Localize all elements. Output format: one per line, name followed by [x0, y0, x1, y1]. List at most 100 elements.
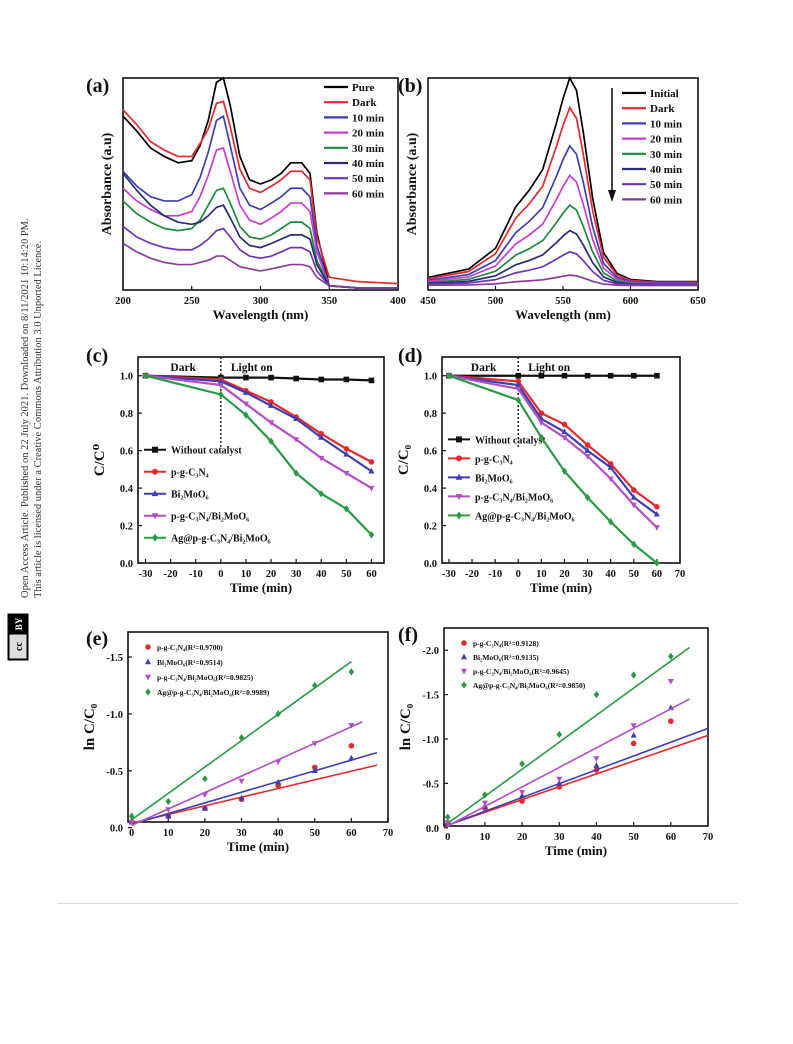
y-tick-label: 0.4: [424, 484, 438, 495]
plot-frame: [443, 627, 709, 827]
legend-label: 60 min: [650, 194, 682, 206]
x-tick-label: 200: [115, 296, 131, 307]
data-point-p-g-c-n-bi-moo: [343, 470, 350, 477]
x-tick-label: 0: [516, 569, 521, 580]
x-axis-label: Time (min): [230, 580, 292, 595]
y-tick-label: -2.0: [422, 646, 439, 657]
legend-label: Bi₂MoO₆(R²=0.9135): [473, 653, 539, 662]
data-point-bi-moo: [318, 434, 325, 440]
legend-label: p-g-C₃N₄(R²=0.9700): [157, 643, 223, 652]
legend-label: p-g-C₃N₄/Bi₂MoO₆(R²=0.9825): [157, 673, 254, 682]
legend: Pure Dark 10 min 20 min 30 min 40 min 50 min 60…: [324, 82, 384, 200]
data-point-p-g-c-n-bi-moo-r-0-9645: [481, 800, 488, 807]
x-tick-label: 600: [623, 296, 639, 307]
panel-label: (a): [86, 75, 109, 97]
data-point-p-g-c-n-bi-moo-r-0-9825: [128, 819, 135, 826]
data-point-ag-p-g-c-n-bi-moo-r-0-9850: [593, 690, 600, 699]
data-point-ag-p-g-c-n-bi-moo-r-0-9850: [482, 791, 488, 799]
legend-marker: [456, 455, 462, 462]
data-point-ag-p-g-c-n-bi-moo-r-0-9989: [128, 812, 135, 820]
data-point-without-catalyst: [584, 372, 591, 379]
legend-marker: [145, 644, 151, 650]
panel-label: (f): [398, 624, 418, 646]
legend-label: 50 min: [650, 179, 682, 191]
data-point-without-catalyst: [243, 374, 249, 381]
data-point-ag-p-g-c-n-bi-moo-r-0-9989: [348, 668, 355, 676]
series-line-50-min: [427, 250, 698, 286]
data-point-without-catalyst: [343, 376, 350, 383]
panel-d: (d) -30 -20 -10 0 10 20 30 40 50 60 70 0.0 0.2 0.4 0.6 0…: [396, 345, 685, 595]
data-point-ag-p-g-c-n-bi-moo: [218, 390, 224, 399]
x-tick-label: 10: [163, 828, 174, 839]
legend-marker: [460, 668, 468, 675]
y-tick-label: -1.5: [422, 691, 439, 702]
x-tick-label: 30: [236, 828, 247, 839]
panel-f: (f) 0 10 20 30 40 50 60 70 0.0 -0.5 -1.0 -1.5 -2.0 Tim…: [398, 624, 713, 858]
data-point-p-g-c-n-bi-moo-r-0-9825: [165, 807, 172, 813]
x-tick-label: 350: [321, 296, 337, 307]
data-point-bi-moo: [217, 377, 224, 384]
series-line-bi-moo: [448, 374, 658, 516]
x-tick-label: 400: [390, 296, 406, 307]
series-line-40-min: [122, 172, 398, 289]
y-tick-label: 0.8: [120, 409, 133, 420]
x-tick-label: 500: [488, 296, 504, 307]
data-point-ag-p-g-c-n-bi-moo-r-0-9989: [165, 797, 172, 806]
series-line-dark: [122, 100, 399, 285]
legend-marker: [152, 468, 158, 475]
y-tick-label: -1.0: [106, 710, 123, 721]
y-tick-label: 0.0: [424, 559, 437, 570]
data-point-p-g-c-n-bi-moo-r-0-9825: [275, 759, 282, 766]
data-point-p-g-c-n-bi-moo: [607, 476, 614, 483]
legend-label: p-g-C₃N₄/Bi₂MoO₆: [475, 492, 553, 503]
series-line-60-min: [122, 242, 398, 289]
x-tick-label: 50: [341, 569, 352, 580]
panel-b: (b) 450 500 550 600 650 Wavelength (nm) Absorba…: [398, 75, 706, 322]
data-point-without-catalyst: [268, 374, 274, 381]
data-point-p-g-c-n-r-0-9128: [630, 740, 637, 747]
data-point-bi-moo: [343, 451, 350, 457]
x-tick-label: 10: [480, 832, 491, 843]
data-point-without-catalyst: [293, 375, 299, 382]
data-point-without-catalyst: [538, 372, 545, 379]
data-point-p-g-c-n-r-0-9700: [348, 742, 355, 749]
y-tick-label: 0.2: [424, 522, 437, 533]
y-axis-label: Absorbance (a.u): [100, 132, 115, 235]
data-point-ag-p-g-c-n-bi-moo: [293, 469, 299, 477]
x-tick-label: 20: [517, 832, 528, 843]
x-tick-label: -20: [465, 569, 479, 580]
data-point-p-g-c-n-bi-moo-r-0-9825: [348, 723, 355, 729]
panel-e: (e) 0 10 20 30 40 50 60 70 0.0 -0.5 -1.0 -1.5 Time (m…: [82, 628, 393, 854]
data-point-p-g-c-n: [654, 504, 660, 510]
x-tick-label: 250: [184, 296, 200, 307]
legend-label: Without catalyst: [171, 446, 242, 457]
legend-label: Ag@p-g-C₃N₄/Bi₂MoO₆(R²=0.9989): [157, 688, 270, 697]
data-point-bi-moo-r-0-9514: [275, 778, 282, 785]
data-point-p-g-c-n: [515, 378, 522, 385]
x-axis-label: Time (min): [545, 843, 607, 858]
data-point-p-g-c-n-bi-moo: [584, 454, 591, 460]
panel-a: (a) 200 250 300 350 400 Wavelength (nm) Absorba…: [86, 75, 406, 322]
legend-label: 10 min: [650, 118, 682, 130]
y-tick-label: -0.5: [106, 767, 123, 778]
x-tick-label: 650: [690, 296, 706, 307]
data-point-p-g-c-n-r-0-9128: [519, 798, 525, 804]
series-line-bi-moo: [145, 374, 373, 473]
data-point-bi-moo: [584, 447, 591, 453]
series-line-30-min: [122, 187, 398, 289]
fit-line-p-g-c-n-r-0-9128: [447, 734, 709, 826]
plot-frame: [127, 631, 389, 823]
data-point-p-g-c-n-bi-moo: [538, 420, 545, 426]
series-line-dark: [427, 105, 698, 284]
data-point-ag-p-g-c-n-bi-moo-r-0-9850: [444, 813, 451, 821]
series-line-20-min: [427, 174, 698, 285]
legend-marker: [151, 513, 159, 520]
series-line-20-min: [122, 146, 398, 289]
x-tick-label: 70: [675, 569, 686, 580]
fit-line-bi-moo-r-0-9514: [131, 751, 378, 826]
series-line-p-g-c-n: [448, 374, 658, 508]
data-point-ag-p-g-c-n-bi-moo-r-0-9850: [668, 652, 674, 661]
legend-marker: [145, 688, 151, 696]
legend-label: Ag@p-g-C₃N₄/Bi₂MoO₆(R²=0.9850): [473, 681, 586, 690]
legend: p-g-C₃N₄(R²=0.9128) Bi₂MoO₆(R²=0.9135) p-g…: [460, 639, 586, 690]
